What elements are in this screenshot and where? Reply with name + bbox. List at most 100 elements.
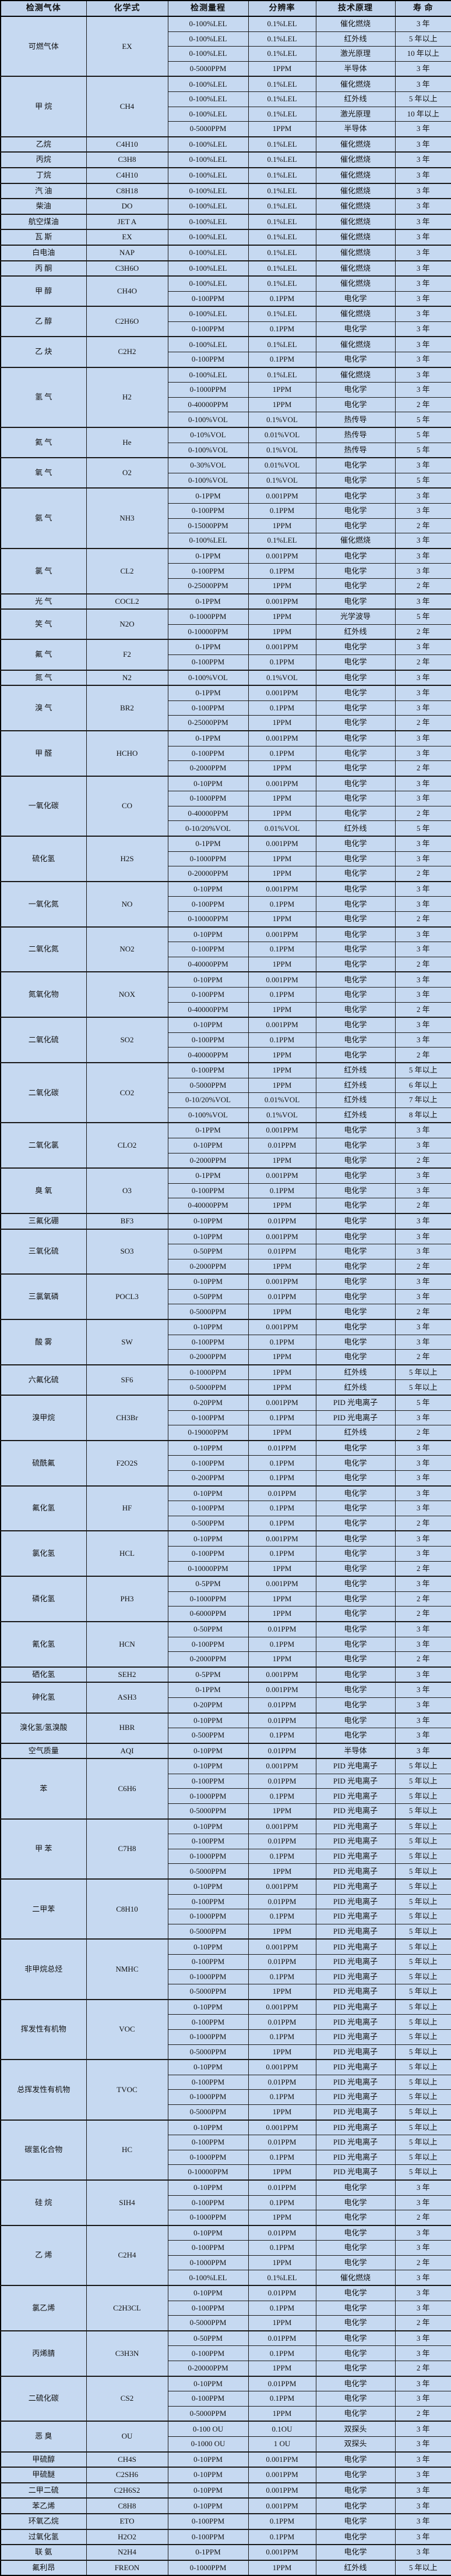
resolution-cell: 0.001PPM — [248, 2059, 316, 2075]
range-cell: 0-5000PPM — [167, 2044, 249, 2060]
resolution-cell: 0.1PPM — [248, 654, 316, 671]
principle-cell: 电化学 — [315, 1137, 396, 1153]
principle-cell: 电化学 — [315, 1167, 396, 1184]
gas-name-cell: 空气质量 — [0, 1742, 87, 1759]
lifespan-cell: 3 年 — [394, 503, 451, 519]
gas-name-cell: 氮 气 — [0, 669, 87, 686]
lifespan-cell: 2 年 — [394, 1047, 451, 1063]
range-cell: 0-100%LEL — [167, 2270, 249, 2286]
resolution-cell: 0.1%VOL — [248, 472, 316, 489]
formula-cell: NAP — [86, 244, 168, 261]
table-row: 硅 烷 SIH4 0-10PPM 0.01PPM 电化学 3 年 — [0, 2179, 451, 2226]
resolution-cell: 0.001PPM — [248, 1319, 316, 1335]
principle-cell: 热传导 — [315, 442, 396, 458]
resolution-cell: 1PPM — [248, 2255, 316, 2271]
range-cell: 0-10PPM — [167, 2467, 249, 2483]
range-cell: 0-1000PPM — [167, 1969, 249, 1985]
range-cell: 0-100%LEL — [167, 46, 249, 62]
lifespan-cell: 3 年 — [394, 1289, 451, 1305]
resolution-cell: 0.001PPM — [248, 2497, 316, 2514]
lifespan-cell: 2 年 — [394, 518, 451, 534]
formula-cell: C8H10 — [86, 1878, 168, 1940]
table-row: 0-40000PPM 1PPM 电化学 2 年 — [1, 805, 451, 822]
resolution-cell: 0.01PPM — [248, 1834, 316, 1849]
formula-cell: HC — [86, 2119, 168, 2181]
range-cell: 0-5000PPM — [167, 2104, 249, 2121]
gas-name-cell: 氦 气 — [0, 427, 87, 458]
principle-cell: 电化学 — [315, 730, 396, 746]
range-cell: 0-10/20%VOL — [167, 820, 249, 837]
principle-cell: 电化学 — [315, 1258, 396, 1275]
resolution-cell: 0.001PPM — [248, 1273, 316, 1290]
resolution-cell: 0.001PPM — [248, 971, 316, 988]
lifespan-cell: 2 年 — [394, 1349, 451, 1365]
table-row: 0-500PPM 0.1PPM 电化学 3 年 — [1, 1728, 451, 1744]
range-cell: 0-100PPM — [167, 1545, 249, 1562]
resolution-cell: 1PPM — [248, 1561, 316, 1577]
resolution-cell: 0.1%VOL — [248, 442, 316, 458]
principle-cell: 激光原理 — [315, 46, 396, 62]
principle-cell: PID 光电离子 — [315, 1954, 396, 1970]
lifespan-cell: 2 年 — [394, 1152, 451, 1169]
principle-cell: 电化学 — [315, 1349, 396, 1365]
lifespan-cell: 5 年以上 — [394, 1878, 451, 1895]
lifespan-cell: 2 年 — [394, 624, 451, 640]
table-row: 0-5000PPM 1PPM PID 光电离子 5 年以上 — [1, 2104, 451, 2121]
resolution-cell: 0.1PPM — [248, 745, 316, 762]
resolution-cell: 0.01%VOL — [248, 1092, 316, 1108]
range-cell: 0-10PPM — [167, 2179, 249, 2196]
range-cell: 0-10000PPM — [167, 1561, 249, 1577]
formula-cell: TVOC — [86, 2059, 168, 2121]
resolution-cell: 0.001PPM — [248, 547, 316, 564]
principle-cell: 催化燃烧 — [315, 15, 396, 32]
resolution-cell: 0.1%LEL — [248, 260, 316, 277]
gas-name-cell: 柴油 — [0, 198, 87, 215]
table-row: 甲 苯 C7H8 0-10PPM 0.001PPM PID 光电离子 5 年以上 — [0, 1818, 451, 1880]
resolution-cell: 1PPM — [248, 1258, 316, 1275]
lifespan-cell: 5 年以上 — [394, 2029, 451, 2045]
gas-name-cell: 氮氧化物 — [0, 971, 87, 1018]
range-cell: 0-10PPM — [167, 926, 249, 943]
table-row: 0-100PPM 0.1PPM 电化学 3 年 — [1, 2195, 451, 2211]
gas-name-cell: 氨 气 — [0, 487, 87, 549]
formula-cell: C2SH6 — [86, 2467, 168, 2483]
range-cell: 0-100%LEL — [167, 182, 249, 199]
resolution-cell: 0.001PPM — [248, 593, 316, 610]
resolution-cell: 0.1%LEL — [248, 76, 316, 92]
range-cell: 0-50PPM — [167, 2330, 249, 2347]
gas-name-cell: 总挥发性有机物 — [0, 2059, 87, 2121]
lifespan-cell: 3 年 — [394, 15, 451, 32]
table-row: 三氯氧磷 POCL3 0-10PPM 0.001PPM 电化学 3 年 — [0, 1273, 451, 1320]
principle-cell: 电化学 — [315, 2467, 396, 2483]
resolution-cell: 1PPM — [248, 1061, 316, 1078]
formula-cell: HBR — [86, 1712, 168, 1744]
resolution-cell: 0.01PPM — [248, 2224, 316, 2241]
table-row: 0-100%LEL 0.1%LEL 红外线 5 年以上 — [1, 31, 451, 47]
resolution-cell: 0.1PPM — [248, 896, 316, 912]
table-row: 0-1000 OU 1 OU 双探头 3 年 — [1, 2436, 451, 2453]
table-row: 0-15000PPM 1PPM 电化学 2 年 — [1, 518, 451, 534]
lifespan-cell: 3 年 — [394, 745, 451, 762]
resolution-cell: 1PPM — [248, 121, 316, 137]
table-row: 0-100PPM 0.1PPM 电化学 3 年 — [1, 1183, 451, 1199]
resolution-cell: 1PPM — [248, 1651, 316, 1668]
principle-cell: PID 光电离子 — [315, 2029, 396, 2045]
range-cell: 0-10PPM — [167, 1998, 249, 2015]
lifespan-cell: 3 年 — [394, 382, 451, 398]
resolution-cell: 1PPM — [248, 2210, 316, 2226]
resolution-cell: 1PPM — [248, 1304, 316, 1320]
table-row: 可燃气体 EX 0-100%LEL 0.1%LEL 催化燃烧 3 年 — [0, 15, 451, 77]
resolution-cell: 0.1PPM — [248, 700, 316, 716]
principle-cell: 电化学 — [315, 1591, 396, 1607]
resolution-cell: 0.1%VOL — [248, 1107, 316, 1123]
table-row: 0-1000PPM 0.1PPM PID 光电离子 5 年以上 — [1, 1848, 451, 1864]
resolution-cell: 0.01PPM — [248, 2330, 316, 2347]
table-row: 氧 气 O2 0-30%VOL 0.01%VOL 电化学 3 年 — [0, 457, 451, 489]
gas-name-cell: 硫化氢 — [0, 836, 87, 882]
lifespan-cell: 5 年以上 — [394, 1863, 451, 1880]
table-row: 0-5000PPM 1PPM PID 光电离子 5 年以上 — [1, 1923, 451, 1940]
principle-cell: 红外线 — [315, 1425, 396, 1441]
resolution-cell: 0.001PPM — [248, 2451, 316, 2468]
resolution-cell: 0.1PPM — [248, 1410, 316, 1426]
principle-cell: 电化学 — [315, 880, 396, 897]
